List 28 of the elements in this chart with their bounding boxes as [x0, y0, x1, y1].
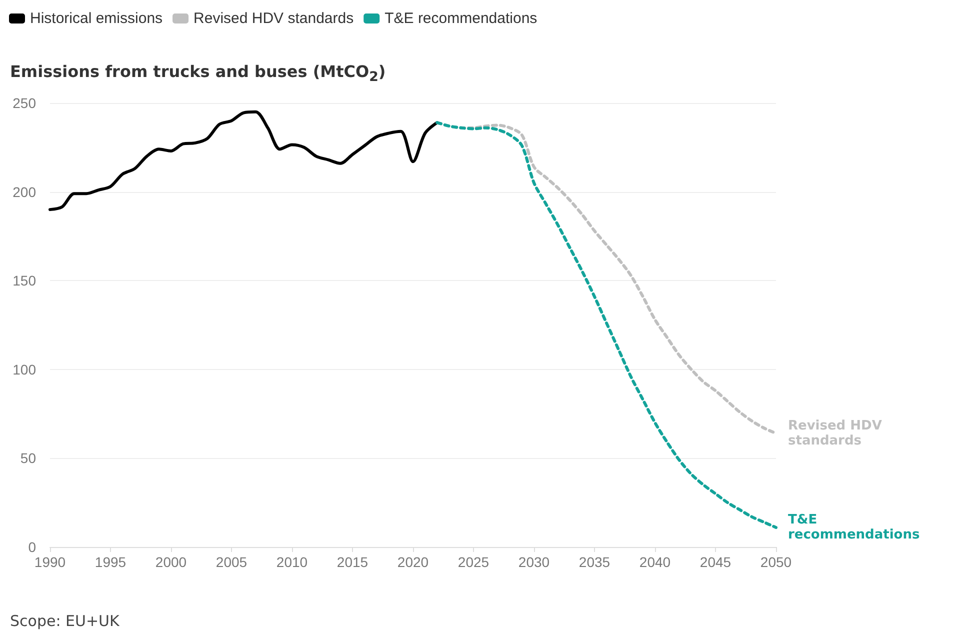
y-tick-label: 250	[12, 95, 36, 111]
x-tick-label: 2030	[518, 554, 550, 570]
x-tick-label: 2025	[458, 554, 490, 570]
y-tick-label: 100	[12, 361, 36, 378]
line-series	[48, 110, 439, 212]
x-tick-label: 2005	[216, 554, 248, 570]
line-series	[436, 121, 778, 529]
x-tick-label: 1995	[94, 554, 126, 570]
x-tick-label: 2045	[700, 554, 732, 570]
x-tick-label: 2035	[578, 554, 610, 570]
x-tick-label: 2040	[639, 554, 671, 570]
text: Revised HDV standards	[788, 418, 882, 448]
text: Scope: EU+UK	[10, 612, 120, 630]
legend-label: Revised HDV standards	[194, 10, 354, 27]
x-tick-label: 1990	[34, 554, 66, 570]
y-tick-label: 200	[12, 184, 36, 200]
y-tick-label: 50	[20, 450, 36, 466]
legend-label: T&E recommendations	[384, 10, 538, 27]
chart-title: Emissions from trucks and buses (MtCO$_{2}$)	[10, 62, 386, 86]
x-tick-label: 2050	[760, 554, 792, 570]
x-tick-label: 2015	[336, 554, 368, 570]
y-tick-label: 0	[28, 539, 36, 555]
legend-label: Historical emissions	[30, 10, 163, 27]
x-tick-label: 2010	[276, 554, 308, 570]
x-tick-label: 2000	[155, 554, 187, 570]
x-tick-label: 2020	[397, 554, 429, 570]
y-tick-label: 150	[12, 272, 36, 289]
text: T&E recommendations	[788, 512, 920, 542]
